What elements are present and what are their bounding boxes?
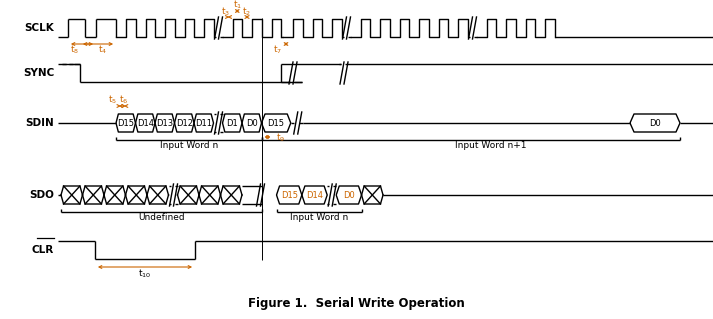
Text: D13: D13 [156,118,173,128]
Text: D0: D0 [649,118,661,128]
Text: SDO: SDO [29,190,54,200]
Text: D15: D15 [281,190,297,199]
Text: t$_9$: t$_9$ [275,132,284,144]
Text: Input Word n: Input Word n [290,212,348,221]
Text: Input Word n+1: Input Word n+1 [455,140,526,150]
Text: SDIN: SDIN [25,118,54,128]
Text: t$_8$: t$_8$ [70,44,79,56]
Text: D12: D12 [175,118,193,128]
Text: D1: D1 [226,118,238,128]
Text: t$_{10}$: t$_{10}$ [138,268,152,280]
Text: D15: D15 [117,118,134,128]
Text: t$_4$: t$_4$ [98,44,108,56]
Text: D0: D0 [343,190,355,199]
Text: SYNC: SYNC [23,68,54,78]
Text: t$_7$: t$_7$ [273,44,282,56]
Text: Input Word n: Input Word n [160,140,218,150]
Text: t$_3$: t$_3$ [221,6,230,18]
Text: t$_1$: t$_1$ [232,0,242,11]
Text: D0: D0 [246,118,257,128]
Text: t$_6$: t$_6$ [118,94,128,106]
Text: D14: D14 [306,190,323,199]
Text: t$_5$: t$_5$ [108,94,118,106]
Text: Undefined: Undefined [138,212,185,221]
Text: D11: D11 [195,118,212,128]
Text: D14: D14 [137,118,154,128]
Text: CLR: CLR [32,245,54,255]
Text: D15: D15 [267,118,284,128]
Text: SCLK: SCLK [24,23,54,33]
Text: t$_2$: t$_2$ [242,6,252,18]
Text: Figure 1.  Serial Write Operation: Figure 1. Serial Write Operation [247,297,464,310]
